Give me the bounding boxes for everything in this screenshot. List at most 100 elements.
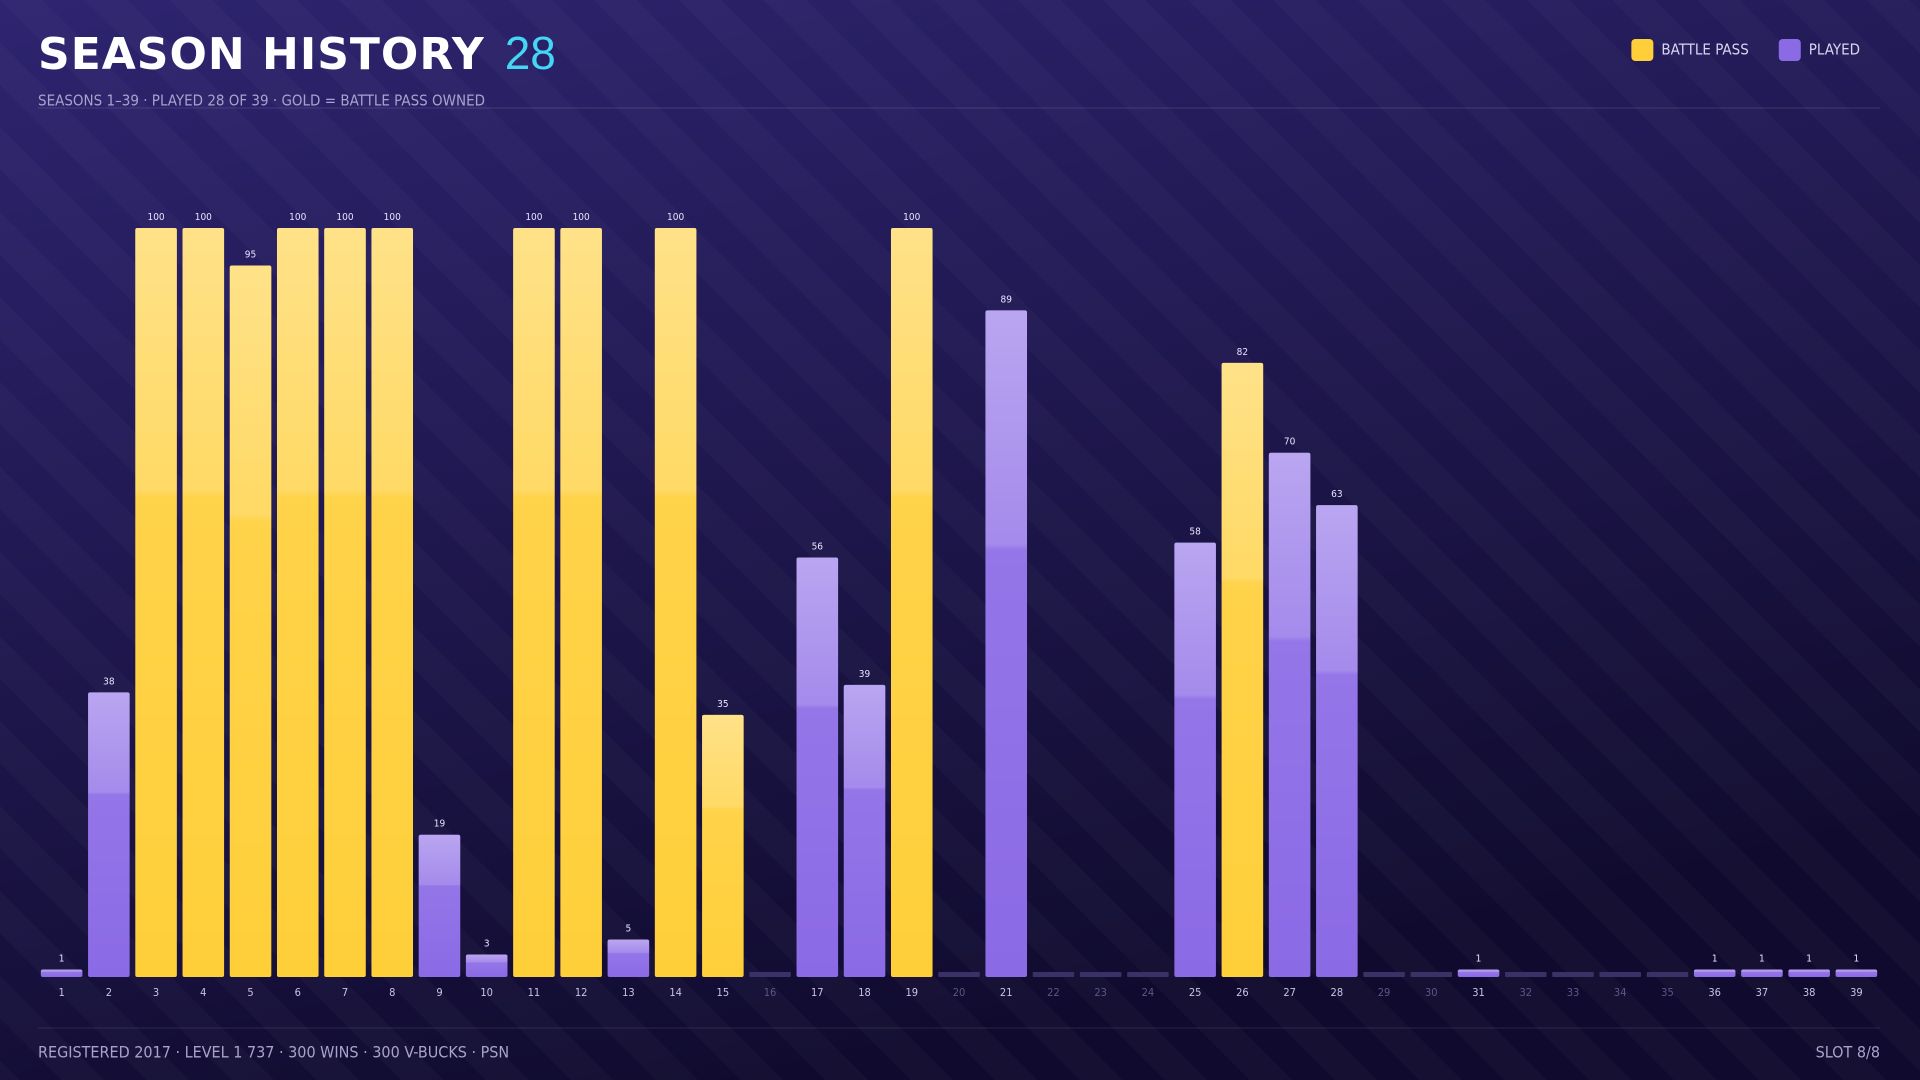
bar-sheen — [796, 557, 839, 977]
bar-sheen — [985, 310, 1028, 977]
x-tick-label: 14 — [669, 986, 682, 999]
value-label: 82 — [1237, 347, 1248, 358]
empty-stub — [1552, 972, 1594, 977]
x-tick-label: 19 — [905, 986, 918, 999]
value-label: 100 — [195, 212, 212, 223]
value-label: 1 — [1476, 954, 1482, 965]
value-label: 58 — [1189, 527, 1201, 538]
x-tick-label: 39 — [1850, 986, 1863, 999]
legend-swatch — [1631, 39, 1654, 61]
x-tick-label: 8 — [389, 986, 395, 999]
value-label: 38 — [103, 676, 115, 687]
value-label: 5 — [626, 924, 632, 935]
x-tick-label: 2 — [106, 986, 112, 999]
x-tick-label: 22 — [1047, 986, 1060, 999]
empty-stub — [1363, 972, 1405, 977]
x-tick-label: 25 — [1189, 986, 1202, 999]
x-tick-label: 20 — [953, 986, 966, 999]
x-tick-label: 38 — [1803, 986, 1816, 999]
x-tick-label: 6 — [295, 986, 301, 999]
empty-stub — [749, 972, 791, 977]
empty-stub — [1504, 972, 1547, 977]
value-label: 95 — [245, 249, 256, 260]
x-tick-label: 32 — [1519, 986, 1532, 999]
bar-sheen — [182, 228, 225, 977]
value-label: 100 — [336, 212, 353, 223]
empty-stub — [1410, 972, 1453, 977]
x-tick-label: 23 — [1094, 986, 1107, 999]
value-label: 1 — [1806, 954, 1812, 965]
bar-sheen — [1268, 452, 1311, 977]
x-tick-label: 13 — [622, 986, 635, 999]
value-label: 56 — [812, 542, 824, 553]
value-label: 3 — [484, 939, 490, 950]
value-label: 100 — [573, 212, 590, 223]
empty-stub — [1079, 972, 1122, 977]
x-tick-label: 28 — [1331, 986, 1344, 999]
bar-sheen — [843, 684, 886, 977]
x-tick-label: 1 — [58, 986, 64, 999]
x-tick-label: 21 — [1000, 986, 1013, 999]
bar-sheen — [1221, 362, 1264, 977]
bar-sheen — [465, 954, 508, 977]
bar-sheen — [890, 228, 933, 977]
x-tick-label: 15 — [717, 986, 730, 999]
x-tick-label: 34 — [1614, 986, 1627, 999]
value-label: 1 — [1712, 954, 1718, 965]
value-label: 35 — [717, 699, 728, 710]
bar-sheen — [229, 265, 272, 977]
x-tick-label: 7 — [342, 986, 348, 999]
legend: PLAYED BATTLE PASS — [1631, 39, 1860, 61]
x-tick-label: 18 — [858, 986, 871, 999]
bar-sheen — [560, 228, 602, 977]
value-label: 100 — [384, 212, 401, 223]
x-tick-label: 11 — [528, 986, 541, 999]
bar-sheen — [1835, 969, 1878, 977]
bar-sheen — [1316, 505, 1358, 977]
subtitle: SEASONS 1–39 · PLAYED 28 OF 39 · GOLD = … — [38, 92, 485, 110]
footer-info: REGISTERED 2017 · LEVEL 1 737 · 300 WINS… — [38, 1043, 509, 1062]
bar-sheen — [1788, 969, 1830, 977]
value-label: 70 — [1284, 437, 1296, 448]
value-label: 100 — [903, 212, 920, 223]
empty-stub — [1127, 972, 1169, 977]
bar-sheen — [276, 228, 319, 977]
plot: 1138210031004955100610071008199310100111… — [40, 212, 1878, 999]
x-tick-label: 33 — [1567, 986, 1580, 999]
x-tick-label: 24 — [1142, 986, 1155, 999]
bar-sheen — [418, 834, 461, 977]
value-label: 19 — [434, 819, 446, 830]
legend-swatch — [1778, 39, 1801, 61]
x-tick-label: 36 — [1708, 986, 1721, 999]
bar-sheen — [513, 228, 555, 977]
x-tick-label: 9 — [436, 986, 442, 999]
value-label: 1 — [59, 954, 65, 965]
bar-sheen — [1741, 969, 1783, 977]
value-label: 39 — [859, 669, 871, 680]
bar-sheen — [135, 228, 177, 977]
x-tick-label: 12 — [575, 986, 588, 999]
bar-sheen — [88, 692, 130, 977]
footer-slot: SLOT 8/8 — [1816, 1043, 1880, 1062]
value-label: 100 — [667, 212, 684, 223]
legend-label: PLAYED — [1809, 41, 1860, 59]
chart-title: SEASON HISTORY — [38, 29, 485, 80]
legend-label: BATTLE PASS — [1661, 41, 1748, 59]
x-tick-label: 10 — [480, 986, 493, 999]
x-tick-label: 5 — [247, 986, 253, 999]
value-label: 100 — [525, 212, 542, 223]
bar-sheen — [607, 939, 650, 977]
value-label: 1 — [1854, 954, 1860, 965]
x-tick-label: 31 — [1472, 986, 1485, 999]
x-tick-label: 29 — [1378, 986, 1391, 999]
bar-sheen — [654, 228, 697, 977]
x-tick-label: 30 — [1425, 986, 1438, 999]
empty-stub — [1599, 972, 1642, 977]
x-tick-label: 4 — [200, 986, 206, 999]
bar-sheen — [1693, 969, 1736, 977]
bar-sheen — [702, 714, 744, 977]
empty-stub — [1032, 972, 1075, 977]
